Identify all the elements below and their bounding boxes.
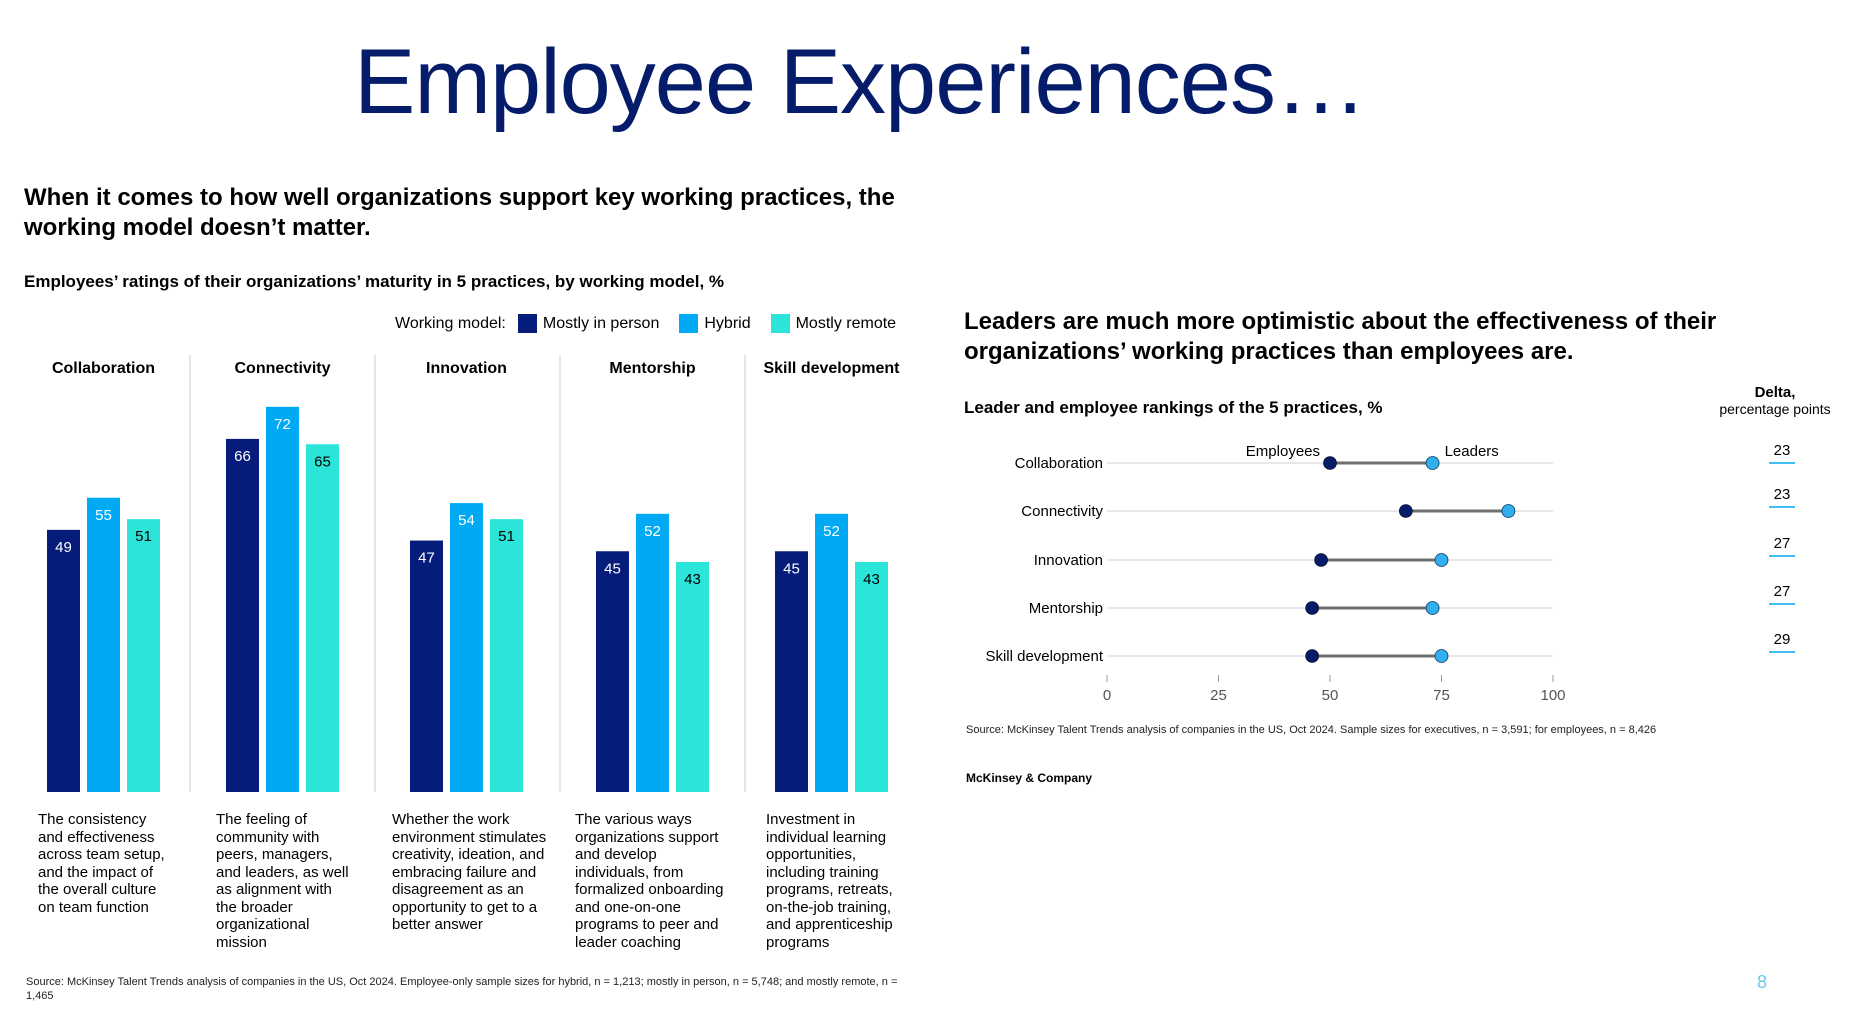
bar-chart: Collaboration 49 55 51 Connectivity 66 72 65 Inn… [47, 355, 900, 792]
page-number: 8 [1757, 972, 1768, 992]
employees-dot-collaboration [1323, 456, 1337, 470]
left-subhead: Employees’ ratings of their organization… [24, 272, 725, 291]
series-label-employees: Employees [1246, 443, 1320, 460]
x-tick-label: 75 [1433, 687, 1450, 704]
category-label-skill-development: Skill development [763, 360, 900, 377]
legend-label-remote: Mostly remote [795, 314, 897, 332]
bar-value-label: 45 [604, 560, 621, 577]
description-collaboration: The consistency and effectiveness across… [38, 811, 165, 916]
bar-skill-development-mostly-in-person [775, 551, 808, 792]
x-tick-label: 25 [1210, 687, 1227, 704]
bar-value-label: 66 [234, 448, 251, 465]
delta-value-mentorship: 27 [1774, 583, 1791, 600]
brand-footer: McKinsey & Company [966, 771, 1093, 785]
employees-dot-mentorship [1305, 601, 1319, 615]
bar-connectivity-hybrid [266, 406, 299, 792]
bar-value-label: 45 [783, 560, 800, 577]
bar-skill-development-hybrid [815, 513, 848, 792]
bar-value-label: 47 [418, 550, 435, 567]
bar-collaboration-mostly-in-person [47, 529, 80, 792]
bar-skill-development-mostly-remote [855, 561, 888, 792]
description-mentorship: The various ways organizations support a… [575, 811, 724, 951]
category-label-connectivity: Connectivity [234, 360, 330, 377]
delta-title: Delta, [1754, 384, 1796, 401]
legend-swatch-hybrid [679, 314, 699, 333]
row-label-innovation: Innovation [1034, 552, 1103, 569]
employees-dot-innovation [1314, 553, 1328, 567]
description-skill-development: Investment in individual learning opport… [766, 811, 893, 951]
bar-value-label: 52 [644, 523, 661, 540]
bar-collaboration-hybrid [87, 497, 120, 792]
bar-innovation-hybrid [450, 503, 483, 792]
bar-value-label: 51 [135, 528, 152, 545]
bar-mentorship-hybrid [636, 513, 669, 792]
row-label-mentorship: Mentorship [1029, 600, 1103, 617]
description-innovation: Whether the work environment stimulates … [392, 811, 547, 933]
bar-value-label: 54 [458, 512, 475, 529]
bar-mentorship-mostly-remote [676, 561, 709, 792]
bar-value-label: 52 [823, 523, 840, 540]
delta-header: Delta, percentage points [1700, 384, 1850, 418]
leaders-dot-connectivity [1501, 504, 1516, 518]
leaders-dot-innovation [1434, 553, 1449, 567]
delta-value-collaboration: 23 [1774, 442, 1791, 459]
delta-value-connectivity: 23 [1774, 486, 1791, 503]
left-source: Source: McKinsey Talent Trends analysis … [26, 976, 898, 1002]
legend-label-in-person: Mostly in person [542, 314, 660, 332]
right-headline: Leaders are much more optimistic about t… [964, 308, 1717, 365]
x-tick-label: 100 [1540, 687, 1565, 704]
bar-innovation-mostly-remote [490, 519, 523, 792]
category-label-innovation: Innovation [426, 360, 507, 377]
category-label-mentorship: Mentorship [609, 360, 695, 377]
legend-title: Working model: [395, 314, 506, 332]
delta-value-skill-development: 29 [1774, 631, 1791, 648]
bar-value-label: 43 [684, 571, 701, 588]
bar-connectivity-mostly-remote [306, 444, 339, 792]
bar-value-label: 43 [863, 571, 880, 588]
legend-swatch-in-person [517, 314, 537, 333]
bar-mentorship-mostly-in-person [596, 551, 629, 792]
row-label-collaboration: Collaboration [1015, 455, 1103, 472]
right-subhead: Leader and employee rankings of the 5 pr… [964, 398, 1383, 417]
left-headline: When it comes to how well organizations … [24, 184, 895, 241]
x-tick-label: 0 [1103, 687, 1111, 704]
employees-dot-skill-development [1305, 649, 1319, 663]
row-label-connectivity: Connectivity [1021, 503, 1103, 520]
bar-value-label: 51 [498, 528, 515, 545]
bar-innovation-mostly-in-person [410, 540, 443, 792]
right-source: Source: McKinsey Talent Trends analysis … [966, 724, 1657, 736]
delta-value-innovation: 27 [1774, 535, 1791, 552]
delta-subtitle: percentage points [1719, 401, 1831, 417]
bar-value-label: 72 [274, 416, 291, 433]
leaders-dot-collaboration [1425, 456, 1440, 470]
employees-dot-connectivity [1399, 504, 1413, 518]
bar-value-label: 65 [314, 453, 331, 470]
bar-collaboration-mostly-remote [127, 519, 160, 792]
bar-connectivity-mostly-in-person [226, 438, 259, 792]
description-connectivity: The feeling of community with peers, man… [216, 811, 349, 951]
leaders-dot-mentorship [1425, 601, 1440, 615]
bar-legend: Working model: Mostly in person Hybrid M… [395, 314, 910, 333]
row-label-skill-development: Skill development [985, 648, 1103, 665]
series-label-leaders: Leaders [1445, 443, 1499, 460]
x-tick-label: 50 [1322, 687, 1339, 704]
legend-swatch-remote [770, 314, 790, 333]
leaders-dot-skill-development [1434, 649, 1449, 663]
bar-value-label: 49 [55, 539, 72, 556]
category-label-collaboration: Collaboration [52, 360, 155, 377]
page-title: Employee Experiences… [354, 31, 1367, 133]
bar-value-label: 55 [95, 507, 112, 524]
legend-label-hybrid: Hybrid [704, 314, 751, 332]
dumbbell-chart: Collaboration 23 Connectivity 23 Innovation 2… [985, 442, 1795, 704]
